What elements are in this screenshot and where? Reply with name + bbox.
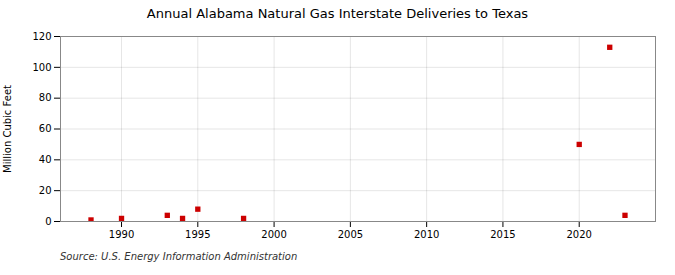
svg-text:120: 120 — [32, 31, 51, 42]
html-text:Annual Alabama Natural Gas Int: Annual Alabama Natural Gas Interstate De… — [146, 6, 529, 21]
svg-text:2020: 2020 — [566, 229, 591, 240]
svg-text:80: 80 — [39, 92, 52, 103]
svg-text:20: 20 — [39, 185, 52, 196]
svg-text:1990: 1990 — [109, 229, 134, 240]
svg-text:1995: 1995 — [185, 229, 210, 240]
svg-text:Million Cubic Feet: Million Cubic Feet — [2, 85, 13, 173]
html-text:Source: U.S. Energy Informatio: Source: U.S. Energy Information Administ… — [60, 251, 298, 262]
svg-text:0: 0 — [45, 216, 51, 227]
svg-text:2005: 2005 — [338, 229, 363, 240]
svg-text:2015: 2015 — [490, 229, 515, 240]
svg-text:2010: 2010 — [414, 229, 439, 240]
svg-text:2000: 2000 — [261, 229, 286, 240]
svg-text:60: 60 — [39, 123, 52, 134]
svg-text:40: 40 — [39, 154, 52, 165]
svg-text:100: 100 — [32, 62, 51, 73]
